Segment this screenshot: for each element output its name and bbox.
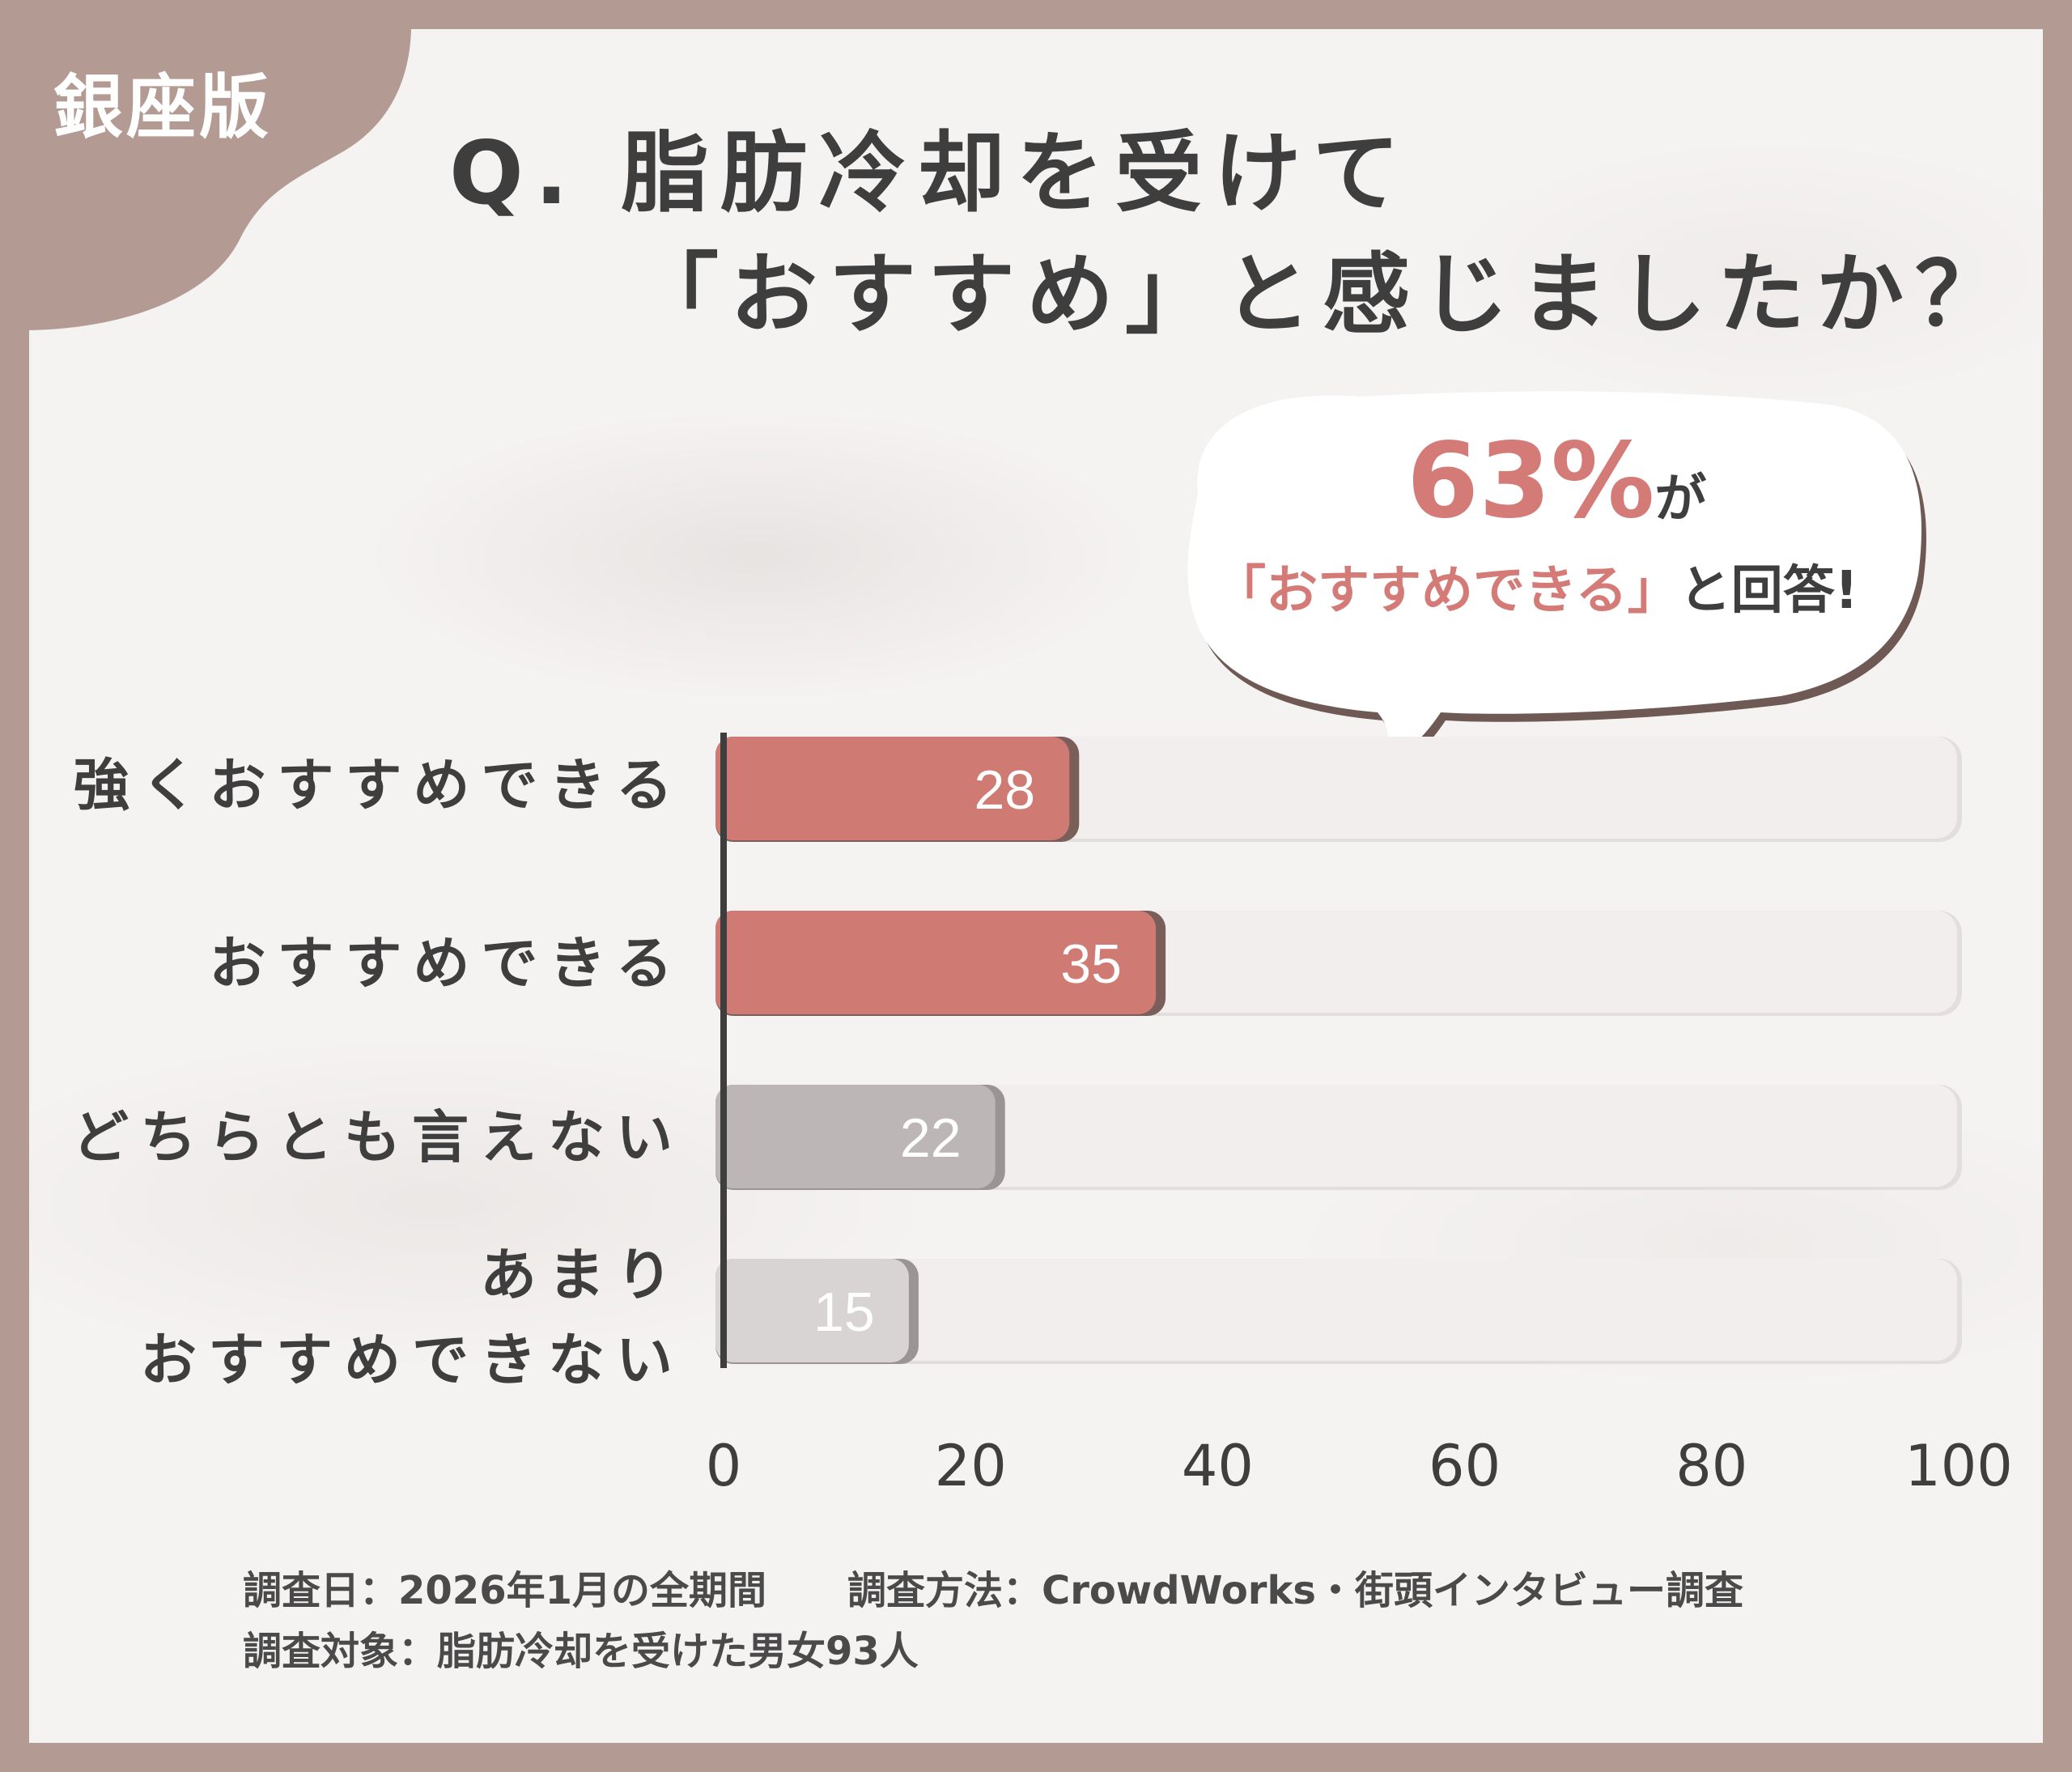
category-label-not-recommend-line-2: おすすめできない [140,1327,684,1393]
callout-quote: 「おすすめできる」 [1214,561,1679,621]
survey-method: 調査方法：CrowdWorks・街頭インタビュー調査 [847,1568,1743,1613]
category-label-recommend: おすすめできる [209,930,684,996]
title-line-1: Q. 脂肪冷却を受けて [449,123,1412,224]
category-label-not-recommend-line-1: あまり [480,1242,684,1308]
survey-date: 調査日：2026年1月の全期間 [243,1568,766,1613]
callout-suffix: が [1654,470,1707,529]
title-line-2: 「おすすめ」と感じましたか？ [631,244,2015,346]
thought-dots [1378,776,1451,827]
corner-tab [29,29,411,330]
speech-bubble [1187,391,1926,769]
survey-target: 調査対象：脂肪冷却を受けた男女93人 [243,1629,919,1674]
page-title: Q. 脂肪冷却を受けて 「おすすめ」と感じましたか？ [449,113,2002,346]
footer-line-1: 調査日：2026年1月の全期間 調査方法：CrowdWorks・街頭インタビュー調… [243,1558,1743,1615]
category-label-neutral: どちらとも言えない [72,1104,684,1171]
region-badge: 銀座版 [53,67,272,148]
callout-subline: 「おすすめできる」と回答! [1214,549,1858,623]
category-label-strongly-recommend: 強くおすすめできる [73,752,684,818]
callout-headline: 63%が [1407,421,1706,542]
callout-percent: 63% [1407,421,1655,542]
callout-tail: と回答! [1679,561,1858,621]
